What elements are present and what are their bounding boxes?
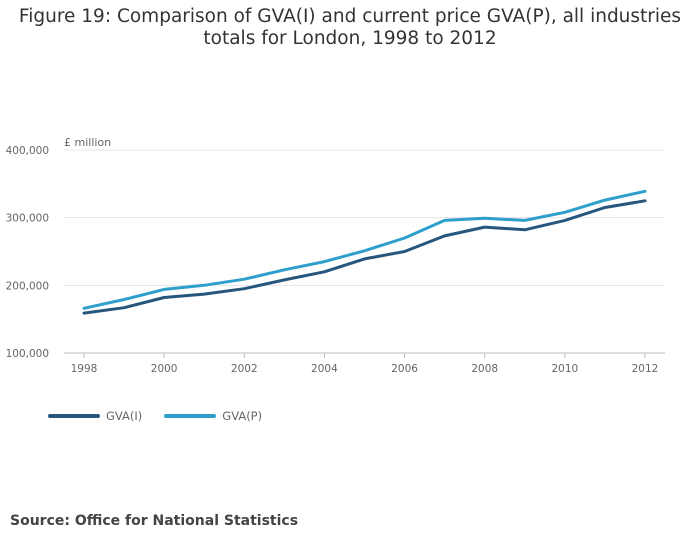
x-tick-label: 2008 [471, 363, 498, 375]
legend-label: GVA(I) [106, 409, 143, 423]
y-tick-label: 400,000 [6, 145, 49, 157]
legend: GVA(I) GVA(P) [48, 409, 262, 423]
chart-title-line1: Figure 19: Comparison of GVA(I) and curr… [18, 6, 682, 27]
legend-item: GVA(P) [164, 409, 262, 423]
x-tick-label: 2012 [632, 363, 659, 375]
x-tick-label: 2002 [231, 363, 258, 375]
y-tick-label: 100,000 [6, 348, 49, 360]
x-tick-label: 2000 [151, 363, 178, 375]
series-line-gva-p [82, 189, 647, 310]
x-tick-label: 1998 [71, 363, 98, 375]
x-tick-label: 2010 [551, 363, 578, 375]
legend-label: GVA(P) [222, 409, 263, 423]
y-tick-label: 300,000 [6, 213, 49, 225]
series-line-gva-i [82, 199, 647, 315]
x-tick-label: 2004 [311, 363, 338, 375]
legend-item: GVA(I) [48, 409, 142, 423]
chart-title-line2: totals for London, 1998 to 2012 [203, 28, 497, 49]
y-tick-label: 200,000 [6, 280, 49, 292]
chart-title: Figure 19: Comparison of GVA(I) and curr… [0, 6, 700, 50]
legend-swatch [48, 414, 100, 418]
y-axis-unit: £ million [64, 136, 111, 149]
legend-swatch [164, 414, 217, 418]
source-note: Source: Office for National Statistics [10, 513, 299, 529]
x-tick-label: 2006 [391, 363, 418, 375]
